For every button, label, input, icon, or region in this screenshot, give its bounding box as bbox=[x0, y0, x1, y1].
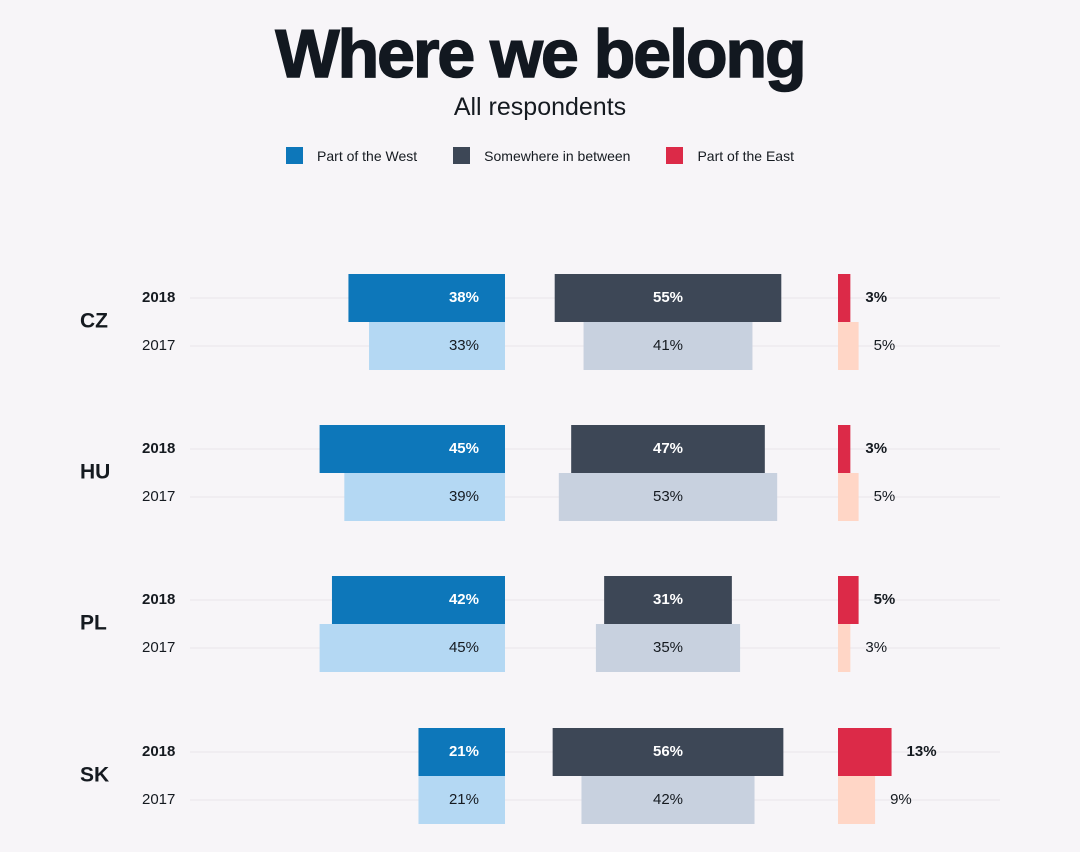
label-east-pl-2017: 3% bbox=[865, 639, 887, 656]
label-east-cz-2017: 5% bbox=[874, 337, 896, 354]
legend-item-east: Part of the East bbox=[666, 147, 794, 164]
year-label-pl-2017: 2017 bbox=[142, 639, 175, 656]
bar-east-hu-2017 bbox=[838, 473, 859, 521]
chart-title: Where we belong bbox=[275, 15, 808, 93]
bar-east-hu-2018 bbox=[838, 425, 851, 473]
legend: Part of the West Somewhere in between Pa… bbox=[0, 147, 1080, 164]
bar-between-sk-2017 bbox=[581, 776, 755, 824]
bar-east-cz-2018 bbox=[838, 274, 851, 322]
label-east-cz-2018: 3% bbox=[865, 289, 887, 306]
bar-west-cz-2017 bbox=[369, 322, 505, 370]
year-label-sk-2017: 2017 bbox=[142, 791, 175, 808]
bar-west-pl-2018 bbox=[331, 576, 505, 624]
label-between-cz-2017: 41% bbox=[653, 337, 683, 354]
label-between-hu-2018: 47% bbox=[653, 440, 683, 457]
year-label-hu-2018: 2018 bbox=[142, 440, 175, 457]
bar-between-pl-2017 bbox=[595, 624, 741, 672]
label-between-hu-2017: 53% bbox=[653, 488, 683, 505]
label-west-sk-2017: 21% bbox=[449, 791, 479, 808]
year-label-cz-2018: 2018 bbox=[142, 289, 175, 306]
legend-label-between: Somewhere in between bbox=[484, 147, 631, 164]
country-label-sk: SK bbox=[80, 764, 109, 787]
label-between-pl-2018: 31% bbox=[653, 591, 683, 608]
bar-east-cz-2017 bbox=[838, 322, 859, 370]
bar-east-sk-2017 bbox=[838, 776, 876, 824]
label-west-cz-2018: 38% bbox=[449, 289, 479, 306]
label-west-sk-2018: 21% bbox=[449, 743, 479, 760]
label-between-sk-2018: 56% bbox=[653, 743, 683, 760]
bar-east-pl-2018 bbox=[838, 576, 859, 624]
bar-west-sk-2018 bbox=[418, 728, 505, 776]
year-label-pl-2018: 2018 bbox=[142, 591, 175, 608]
label-east-pl-2018: 5% bbox=[874, 591, 896, 608]
label-west-hu-2017: 39% bbox=[449, 488, 479, 505]
legend-item-between: Somewhere in between bbox=[453, 147, 630, 164]
label-between-cz-2018: 55% bbox=[653, 289, 683, 306]
year-label-hu-2017: 2017 bbox=[142, 488, 175, 505]
label-west-pl-2017: 45% bbox=[449, 639, 479, 656]
label-west-cz-2017: 33% bbox=[449, 337, 479, 354]
bar-west-hu-2018 bbox=[319, 425, 505, 473]
bar-west-hu-2017 bbox=[344, 473, 505, 521]
bar-between-cz-2017 bbox=[583, 322, 753, 370]
bar-east-pl-2017 bbox=[838, 624, 851, 672]
label-east-sk-2017: 9% bbox=[890, 791, 912, 808]
bar-between-hu-2018 bbox=[571, 425, 765, 473]
year-label-cz-2017: 2017 bbox=[142, 337, 175, 354]
bar-between-pl-2018 bbox=[604, 576, 732, 624]
label-east-sk-2018: 13% bbox=[907, 743, 937, 760]
label-east-hu-2017: 5% bbox=[874, 488, 896, 505]
label-between-sk-2017: 42% bbox=[653, 791, 683, 808]
label-west-hu-2018: 45% bbox=[449, 440, 479, 457]
legend-item-west: Part of the West bbox=[286, 147, 417, 164]
bar-between-sk-2018 bbox=[552, 728, 784, 776]
bar-east-sk-2018 bbox=[838, 728, 892, 776]
legend-label-east: Part of the East bbox=[697, 147, 794, 164]
year-label-sk-2018: 2018 bbox=[142, 743, 175, 760]
country-label-pl: PL bbox=[80, 612, 107, 635]
label-west-pl-2018: 42% bbox=[449, 591, 479, 608]
legend-swatch-west bbox=[286, 147, 304, 164]
legend-swatch-between bbox=[453, 147, 471, 164]
country-label-hu: HU bbox=[80, 461, 110, 484]
bar-west-cz-2018 bbox=[348, 274, 505, 322]
chart-subtitle: All respondents bbox=[453, 93, 627, 121]
legend-label-west: Part of the West bbox=[317, 147, 418, 164]
label-east-hu-2018: 3% bbox=[865, 440, 887, 457]
bar-between-cz-2018 bbox=[554, 274, 782, 322]
bar-west-sk-2017 bbox=[418, 776, 505, 824]
bar-west-pl-2017 bbox=[319, 624, 505, 672]
country-label-cz: CZ bbox=[80, 310, 108, 333]
bar-between-hu-2017 bbox=[558, 473, 778, 521]
label-between-pl-2017: 35% bbox=[653, 639, 683, 656]
legend-swatch-east bbox=[666, 147, 684, 164]
